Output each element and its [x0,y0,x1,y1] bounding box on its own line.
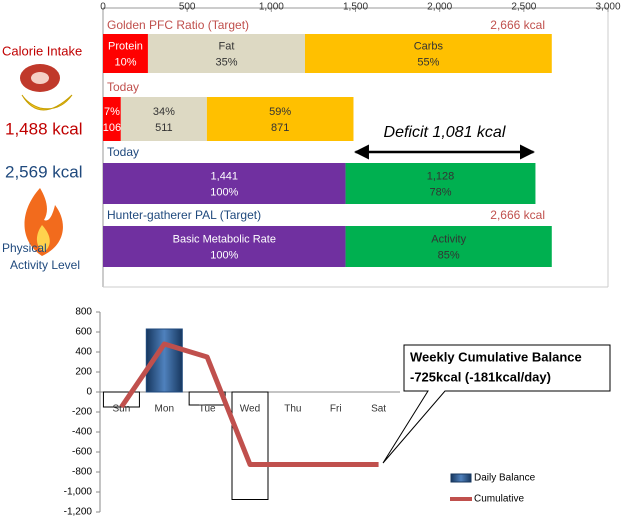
y-tick-label: 600 [75,327,92,338]
y-tick-label: 400 [75,347,92,358]
legend-label: Daily Balance [474,473,536,484]
row-label: Hunter-gatherer PAL (Target) [107,208,261,222]
deficit-label: Deficit 1,081 kcal [384,124,506,141]
x-tick-label: 2,500 [511,2,536,13]
x-tick-label: 0 [100,2,106,13]
segment-label: 34% [153,106,175,118]
x-tick-label: 1,500 [343,2,368,13]
bar-segment [103,97,121,141]
segment-label: 1,128 [427,170,455,182]
x-tick-label: Sun [113,404,131,415]
y-tick-label: -1,000 [64,487,93,498]
callout-text: Weekly Cumulative Balance [410,349,582,364]
row-label: Today [107,145,139,159]
x-tick-label: 1,000 [259,2,284,13]
y-tick-label: -200 [72,407,92,418]
bar-segment [345,226,552,267]
segment-label: 7% [104,106,120,118]
segment-label: 35% [215,56,237,68]
x-tick-label: Fri [330,404,342,415]
x-tick-label: 2,000 [427,2,452,13]
segment-label: 55% [417,56,439,68]
y-tick-label: -400 [72,427,92,438]
x-tick-label: 500 [179,2,196,13]
segment-label: 511 [155,122,173,134]
row-total: 2,666 kcal [490,208,545,222]
bar-segment [120,97,207,141]
segment-label: 10% [114,56,136,68]
bar-segment [103,163,346,204]
bar-segment [345,163,536,204]
segment-label: Carbs [414,40,444,52]
y-tick-label: 0 [86,387,92,398]
callout-text: -725kcal (-181kcal/day) [410,369,551,384]
segment-label: 78% [429,186,451,198]
x-tick-label: Sat [371,404,386,415]
x-tick-label: Mon [155,404,174,415]
bar-segment [305,34,552,73]
legend-label: Cumulative [474,494,524,505]
y-tick-label: -800 [72,467,92,478]
bar-segment [206,97,354,141]
row-label: Today [107,80,139,94]
bar-segment [147,34,305,73]
intake-value: 1,488 kcal [5,119,83,138]
activity-title: Physical [2,241,47,255]
segment-label: 100% [210,249,238,261]
segment-label: Activity [431,233,466,245]
segment-label: 1,441 [211,170,239,182]
y-tick-label: 800 [75,307,92,318]
segment-label: Basic Metabolic Rate [173,233,276,245]
segment-label: 59% [269,106,291,118]
x-tick-label: Thu [284,404,301,415]
bar-segment [103,226,346,267]
row-total: 2,666 kcal [490,18,545,32]
callout-box [382,344,611,464]
daily-bar [231,391,269,500]
row-label: Golden PFC Ratio (Target) [107,18,249,32]
y-tick-label: -600 [72,447,92,458]
activity-title: Activity Level [10,258,80,272]
segment-label: 871 [271,122,289,134]
segment-label: Protein [108,40,143,52]
segment-label: 85% [438,249,460,261]
burn-value: 2,569 kcal [5,162,83,181]
x-tick-label: Wed [240,404,260,415]
x-tick-label: 3,000 [595,2,620,13]
segment-label: 106 [103,122,121,134]
segment-label: 100% [210,186,238,198]
food-icon [20,64,73,111]
segment-label: Fat [219,40,235,52]
y-tick-label: 200 [75,367,92,378]
x-tick-label: Tue [199,404,216,415]
y-tick-label: -1,200 [64,507,93,518]
fire-icon [24,188,63,256]
cumulative-line [119,341,379,467]
legend-swatch [450,473,472,483]
bar-segment [103,34,148,73]
intake-title: Calorie Intake [2,43,82,58]
